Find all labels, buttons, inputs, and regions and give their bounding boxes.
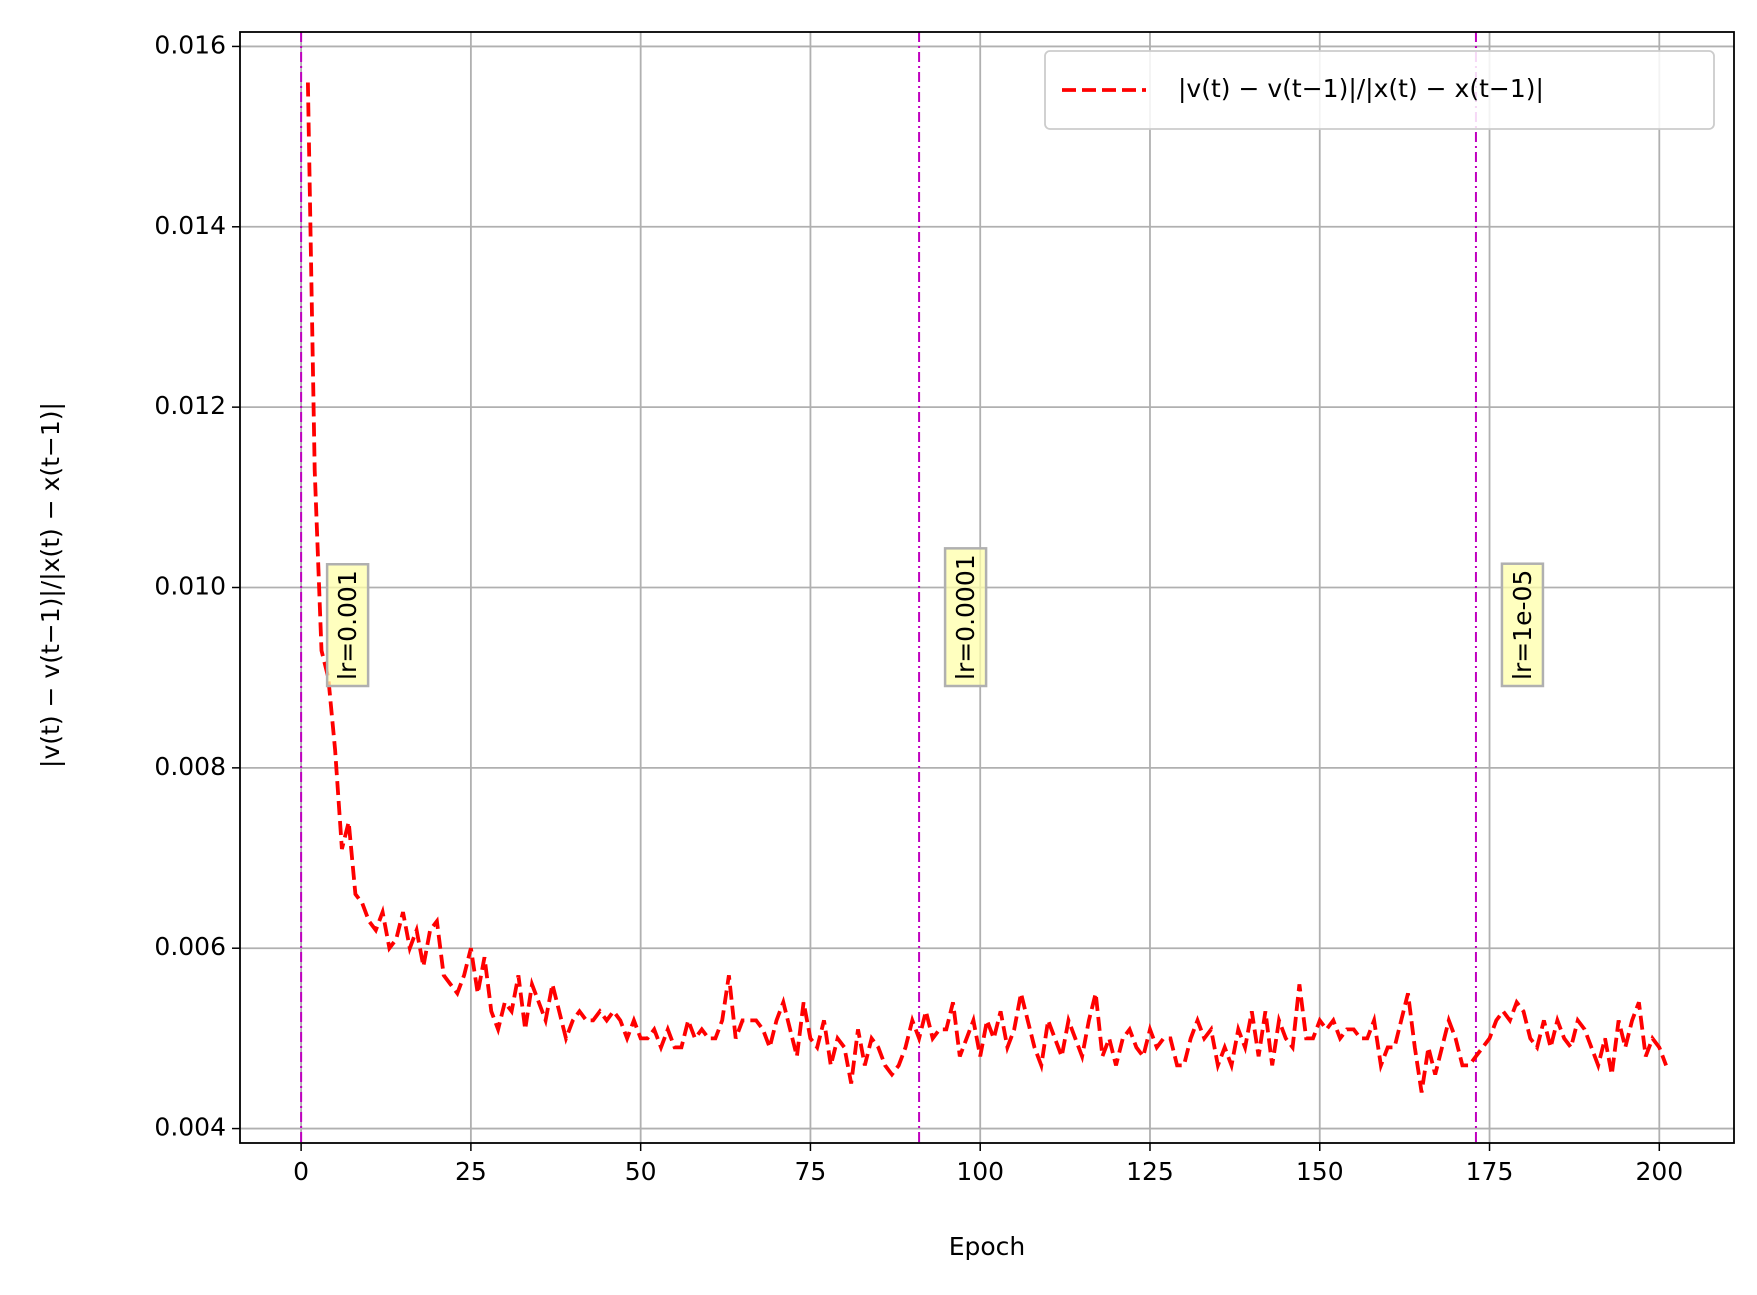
data-line: [306, 82, 1668, 1093]
x-tick-label: 100: [956, 1157, 1004, 1186]
x-tick-label: 25: [455, 1157, 487, 1186]
y-tick-label: 0.016: [154, 30, 226, 59]
legend-label: |v(t) − v(t−1)|/|x(t) − x(t−1)|: [1178, 74, 1544, 103]
annotation: lr=0.0001: [951, 554, 980, 680]
y-tick-label: 0.008: [154, 752, 226, 781]
y-tick-label: 0.010: [154, 572, 226, 601]
plot-frame: [239, 31, 1735, 1144]
x-tick-label: 175: [1466, 1157, 1514, 1186]
y-tick-label: 0.004: [154, 1113, 226, 1142]
x-tick-label: 0: [293, 1157, 309, 1186]
x-tick-label: 50: [625, 1157, 657, 1186]
x-axis-label: Epoch: [949, 1232, 1026, 1261]
y-tick-label: 0.006: [154, 932, 226, 961]
x-tick-label: 200: [1635, 1157, 1683, 1186]
annotation: lr=0.001: [333, 570, 362, 680]
annotation-box: [943, 547, 988, 688]
y-tick-label: 0.014: [154, 211, 226, 240]
annotation: lr=1e-05: [1508, 570, 1537, 680]
y-axis-label: |v(t) − v(t−1)|/|x(t) − x(t−1)|: [36, 402, 65, 768]
x-tick-label: 150: [1296, 1157, 1344, 1186]
legend-box: [1044, 50, 1715, 130]
x-tick-label: 125: [1126, 1157, 1174, 1186]
annotation-box: [1500, 562, 1545, 688]
x-tick-label: 75: [795, 1157, 827, 1186]
annotation-box: [325, 563, 370, 688]
y-tick-label: 0.012: [154, 391, 226, 420]
